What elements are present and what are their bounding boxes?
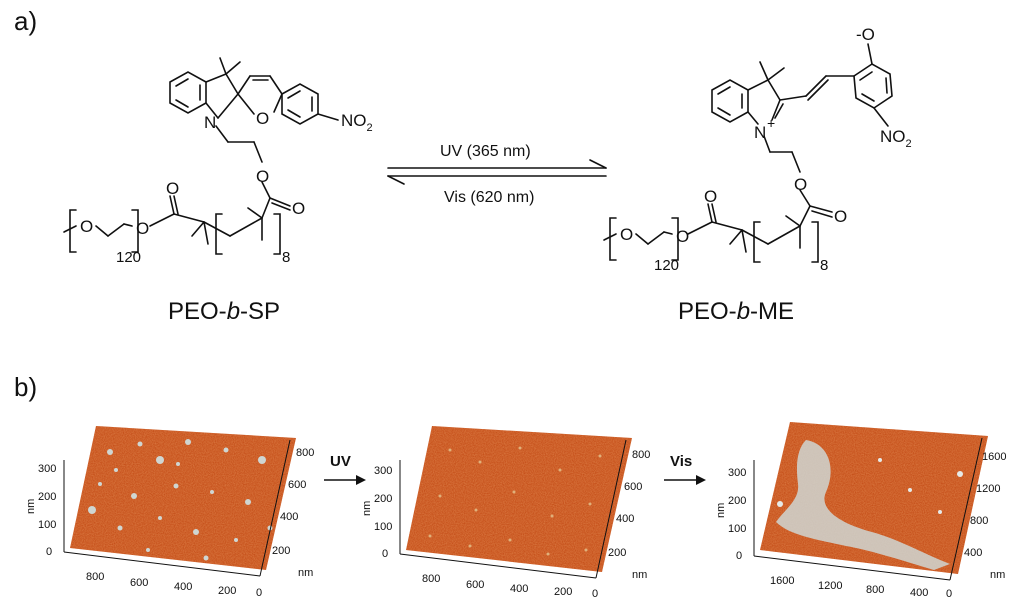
afm1-z-tick-0: 0: [46, 546, 52, 558]
afm1-z-unit: nm: [25, 499, 37, 514]
afm3-x-tick-4: 0: [946, 588, 952, 598]
afm2-x-tick-4: 0: [592, 588, 598, 598]
merocyanine-atom-labels: N + -O NO2 O O O O O 120 8: [620, 25, 912, 274]
afm1-x-tick-0: 800: [86, 571, 104, 583]
afm2-z-tick-2: 200: [374, 493, 392, 505]
afm2-x-tick-1: 600: [466, 579, 484, 591]
spiropyran-atom-labels: N O NO2 O O O O O 120 8: [80, 109, 373, 266]
afm3-z-unit: nm: [715, 503, 727, 518]
afm3-y-tick-1: 800: [970, 515, 988, 527]
afm2-z-tick-1: 100: [374, 521, 392, 533]
afm-aggregate-3: [776, 440, 950, 570]
afm1-z-tick-3: 300: [38, 463, 56, 475]
atom-o-ester-right: O: [794, 175, 807, 194]
atom-o-carbonyl-left: O: [292, 199, 305, 218]
afm2-y-tick-1: 400: [616, 513, 634, 525]
afm2-x-tick-3: 200: [554, 586, 572, 598]
afm-ticks-2: 0 100 200 300 nm 800 600 400 200 0 200 4…: [361, 449, 650, 598]
afm1-z-tick-1: 100: [38, 519, 56, 531]
afm3-x-tick-0: 1600: [770, 575, 794, 587]
panel-label-a: a): [14, 6, 38, 36]
afm1-x-tick-1: 600: [130, 577, 148, 589]
nitro-group-left: NO2: [341, 111, 373, 134]
afm2-y-tick-0: 200: [608, 547, 626, 559]
arrow-vis-label: Vis: [670, 453, 692, 470]
afm3-x-tick-3: 400: [910, 587, 928, 598]
afm2-y-tick-2: 600: [624, 481, 642, 493]
afm3-z-tick-3: 300: [728, 467, 746, 479]
afm-ticks-3: 0 100 200 300 nm 1600 1200 800 400 0 400…: [715, 451, 1006, 598]
afm3-x-tick-2: 800: [866, 584, 884, 596]
afm2-y-unit: nm: [632, 569, 647, 581]
afm-ticks-1: 0 100 200 300 nm 800 600 400 200 0 200 4…: [25, 447, 314, 598]
atom-o-ester-left: O: [256, 167, 269, 186]
atom-o-carbonyl-right: O: [834, 207, 847, 226]
block-repeat-left: 8: [282, 249, 290, 266]
forward-condition: UV (365 nm): [440, 143, 531, 160]
peo-repeat-left: 120: [116, 249, 141, 266]
afm1-y-tick-1: 400: [280, 511, 298, 523]
atom-o-link-left: O: [136, 219, 149, 238]
atom-o-initiator-right: O: [704, 187, 717, 206]
afm1-x-tick-4: 0: [256, 587, 262, 598]
atom-o-link-right: O: [676, 227, 689, 246]
arrow-uv-label: UV: [330, 453, 351, 470]
afm1-x-tick-2: 400: [174, 581, 192, 593]
afm3-z-tick-0: 0: [736, 550, 742, 562]
afm-panel: 0 100 200 300 nm 800 600 400 200 0 200 4…: [25, 422, 1006, 598]
reverse-condition: Vis (620 nm): [444, 189, 534, 206]
compound-name-me: PEO-b-ME: [678, 298, 795, 325]
afm3-x-tick-1: 1200: [818, 580, 842, 592]
afm-image-after-uv: [399, 426, 632, 579]
afm2-z-tick-0: 0: [382, 548, 388, 560]
arrow-uv: UV: [324, 453, 366, 485]
afm1-y-tick-2: 600: [288, 479, 306, 491]
afm-image-after-vis: [753, 422, 988, 581]
nitro-group-right: NO2: [880, 127, 912, 150]
peo-repeat-right: 120: [654, 257, 679, 274]
afm-particles-2: [428, 446, 602, 556]
equilibrium-arrows: [387, 159, 607, 185]
afm2-z-unit: nm: [361, 501, 373, 516]
atom-n-right: N: [754, 123, 766, 142]
afm3-y-tick-0: 400: [964, 547, 982, 559]
afm1-x-tick-3: 200: [218, 585, 236, 597]
atom-o-peo-left: O: [80, 217, 93, 236]
afm2-x-tick-2: 400: [510, 583, 528, 595]
afm1-y-tick-3: 800: [296, 447, 314, 459]
afm3-z-tick-1: 100: [728, 523, 746, 535]
reaction-scheme: N O NO2 O O O O O 120 8 UV (365 nm) Vis …: [63, 25, 912, 274]
afm-image-before-uv: [63, 426, 296, 577]
afm-particles-1: [88, 439, 273, 561]
atom-n-left: N: [204, 113, 216, 132]
spiropyran-structure: [63, 57, 339, 255]
panel-label-b: b): [14, 372, 38, 402]
afm2-z-tick-3: 300: [374, 465, 392, 477]
afm1-y-unit: nm: [298, 567, 313, 579]
merocyanine-structure: [603, 43, 893, 263]
block-repeat-right: 8: [820, 257, 828, 274]
atom-o-pyran: O: [256, 109, 269, 128]
compound-name-sp: PEO-b-SP: [168, 298, 281, 325]
arrow-vis: Vis: [664, 453, 706, 485]
afm2-y-tick-3: 800: [632, 449, 650, 461]
atom-o-initiator-left: O: [166, 179, 179, 198]
afm1-y-tick-0: 200: [272, 545, 290, 557]
atom-o-peo-right: O: [620, 225, 633, 244]
afm3-y-unit: nm: [990, 569, 1005, 581]
afm1-z-tick-2: 200: [38, 491, 56, 503]
atom-plus-right: +: [767, 115, 775, 131]
afm2-x-tick-0: 800: [422, 573, 440, 585]
afm3-z-tick-2: 200: [728, 495, 746, 507]
afm3-y-tick-3: 1600: [982, 451, 1006, 463]
phenolate-oxygen: -O: [856, 25, 875, 44]
afm3-y-tick-2: 1200: [976, 483, 1000, 495]
